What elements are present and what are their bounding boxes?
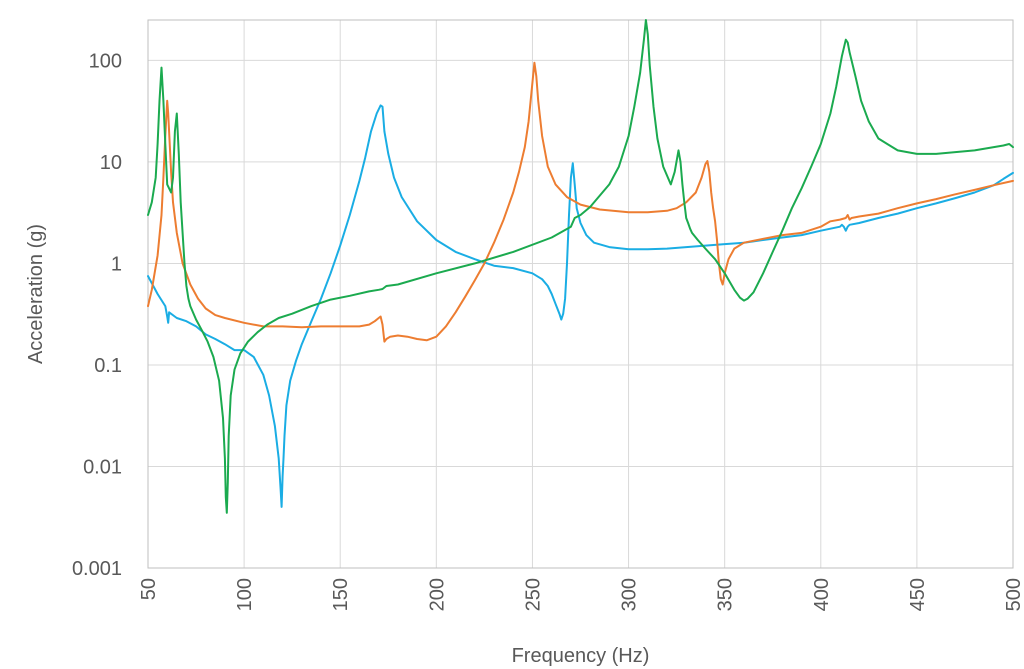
y-tick-label: 0.001 <box>72 558 122 580</box>
x-tick-label: 500 <box>1003 578 1024 611</box>
x-tick-label: 450 <box>907 578 929 611</box>
y-tick-label: 0.1 <box>94 355 122 377</box>
x-tick-label: 200 <box>426 578 448 611</box>
y-axis-title: Acceleration (g) <box>25 224 47 364</box>
series-line-1 <box>147 104 1014 508</box>
series-line-3 <box>147 19 1014 514</box>
x-tick-label: 100 <box>234 578 256 611</box>
series-layer <box>147 19 1014 514</box>
gridlines <box>147 20 1014 569</box>
x-tick-label: 50 <box>138 578 160 600</box>
y-tick-label: 1 <box>111 253 122 275</box>
y-tick-label: 10 <box>100 152 122 174</box>
x-tick-label: 350 <box>715 578 737 611</box>
x-axis-title: Frequency (Hz) <box>512 645 650 667</box>
x-axis-ticks: 50 100 150 200 250 300 350 400 450 500 <box>138 578 1024 611</box>
series-line-2 <box>147 61 1014 343</box>
y-axis-ticks: 0.001 0.01 0.1 1 10 100 <box>72 50 122 580</box>
x-tick-label: 150 <box>330 578 352 611</box>
plot-area <box>147 19 1014 569</box>
x-tick-label: 300 <box>619 578 641 611</box>
x-tick-label: 400 <box>811 578 833 611</box>
x-tick-label: 250 <box>522 578 544 611</box>
y-tick-label: 0.01 <box>83 456 122 478</box>
y-tick-label: 100 <box>89 50 122 72</box>
